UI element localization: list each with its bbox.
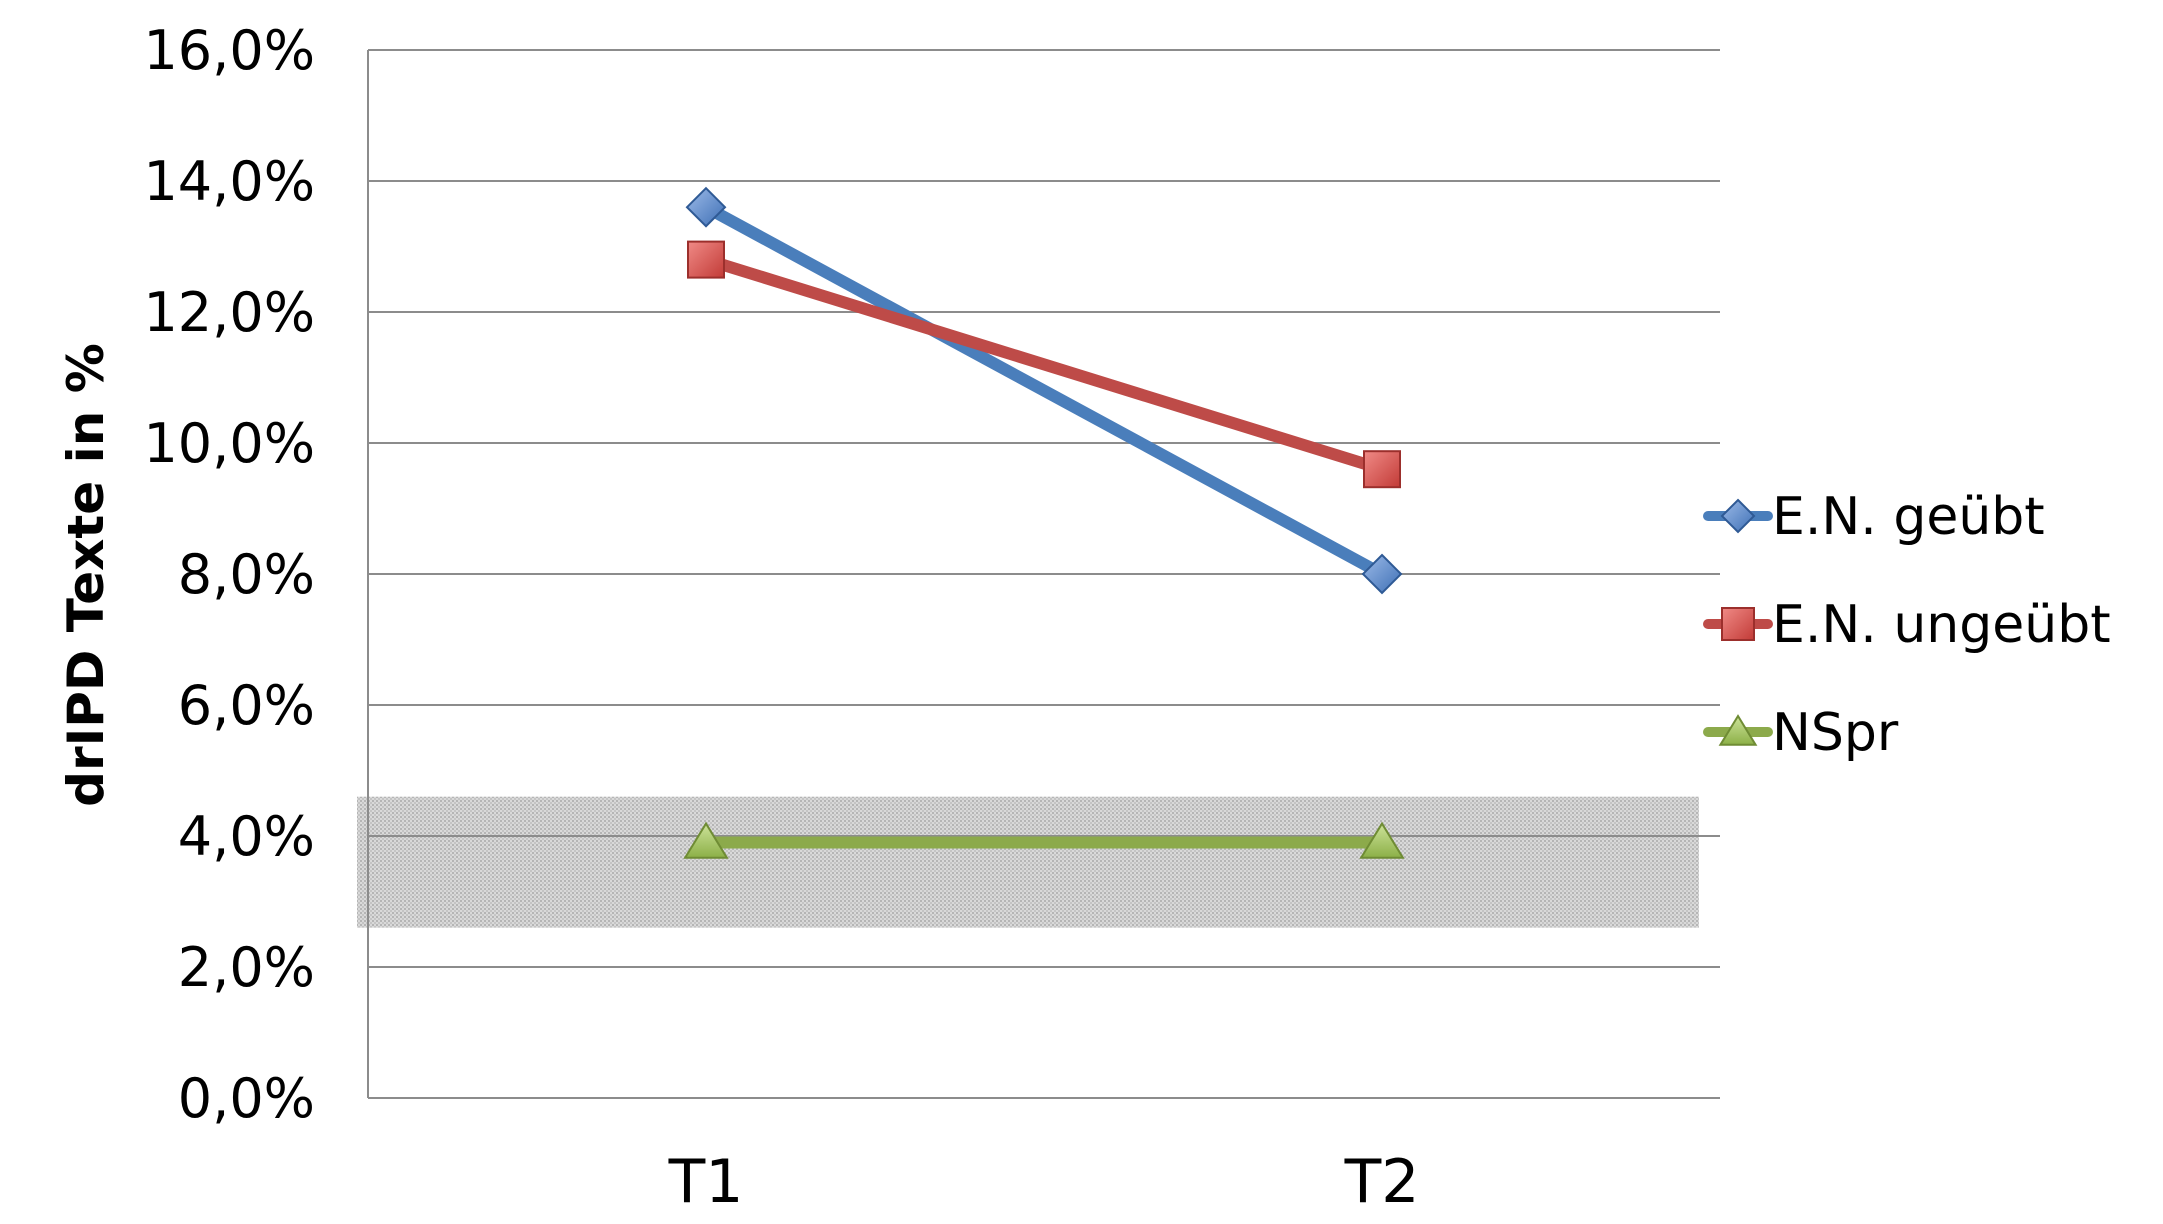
legend-label: E.N. ungeübt bbox=[1772, 595, 2111, 655]
series-marker-0-1 bbox=[1361, 553, 1403, 595]
axes bbox=[367, 50, 1720, 1099]
series-marker-1-0 bbox=[687, 240, 725, 279]
y-tick-label: 16,0% bbox=[143, 19, 315, 82]
shaded-band-rect bbox=[357, 796, 1699, 928]
y-tick-label: 6,0% bbox=[178, 674, 315, 737]
y-tick-label: 12,0% bbox=[143, 281, 315, 344]
y-tick-label: 10,0% bbox=[143, 412, 315, 475]
legend-label: NSpr bbox=[1772, 703, 1899, 763]
legend-marker bbox=[1720, 498, 1756, 534]
gridlines bbox=[368, 49, 1720, 968]
series-markers bbox=[683, 186, 1405, 859]
shaded-band bbox=[357, 796, 1699, 928]
series-marker-2-0 bbox=[683, 821, 729, 859]
legend-item-0: E.N. geübt bbox=[1703, 487, 2045, 547]
x-tick-label: T2 bbox=[1344, 1147, 1420, 1217]
y-tick-label: 0,0% bbox=[178, 1067, 315, 1130]
y-tick-labels: 0,0% 2,0% 4,0% 6,0% 8,0% 10,0% 12,0% 14,0% 16,0% bbox=[143, 19, 315, 1130]
legend-marker bbox=[1718, 714, 1758, 746]
legend: E.N. geübt E.N. ungeübt NSpr bbox=[1703, 487, 2111, 763]
y-tick-label: 14,0% bbox=[143, 150, 315, 213]
series-marker-0-0 bbox=[685, 186, 727, 228]
x-tick-labels: T1 T2 bbox=[668, 1147, 1420, 1217]
series-line-1 bbox=[700, 253, 1388, 476]
y-tick-label: 4,0% bbox=[178, 805, 315, 868]
legend-label: E.N. geübt bbox=[1772, 487, 2045, 547]
series-line-0 bbox=[700, 201, 1388, 580]
legend-marker bbox=[1721, 607, 1755, 641]
legend-item-1: E.N. ungeübt bbox=[1703, 595, 2111, 655]
y-tick-label: 8,0% bbox=[178, 543, 315, 606]
y-axis-label: drIPD Texte in % bbox=[57, 343, 115, 807]
legend-item-2: NSpr bbox=[1703, 703, 1899, 763]
series-marker-2-1 bbox=[1359, 821, 1405, 859]
x-tick-label: T1 bbox=[668, 1147, 744, 1217]
series-marker-1-1 bbox=[1363, 450, 1401, 489]
series-lines bbox=[700, 201, 1388, 849]
y-tick-label: 2,0% bbox=[178, 936, 315, 999]
